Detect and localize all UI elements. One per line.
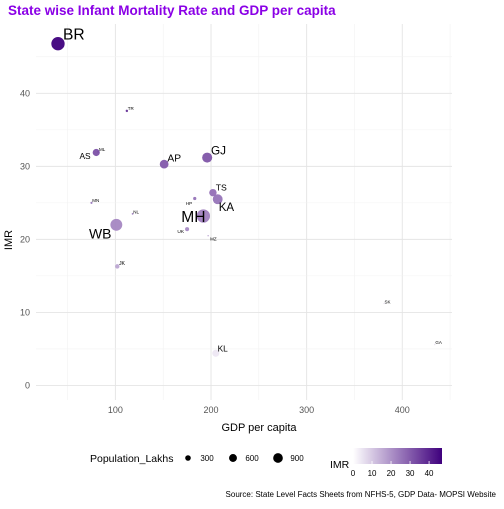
y-tick-label: 40: [20, 88, 30, 98]
size-legend-label: 600: [245, 454, 259, 463]
color-legend-title: IMR: [330, 459, 350, 471]
point-label-uk: UK: [177, 229, 184, 235]
point-label-ap: AP: [167, 154, 181, 165]
point-label-kl: KL: [218, 343, 229, 353]
y-tick-label: 30: [20, 161, 30, 171]
point-label-ga: GA: [435, 340, 442, 345]
point-tr: [125, 109, 129, 113]
point-ka: [212, 194, 223, 205]
size-legend-label: 900: [290, 454, 304, 463]
grid-layer: [36, 24, 452, 400]
x-axis-title: GDP per capita: [221, 422, 297, 434]
x-tick-label: 300: [299, 405, 314, 415]
x-tick-label: 400: [395, 405, 410, 415]
point-label-ts: TS: [216, 182, 227, 192]
point-sk: [383, 303, 385, 305]
color-legend-label: 20: [387, 469, 396, 478]
color-legend-label: 10: [368, 469, 377, 478]
size-legend-title: Population_Lakhs: [90, 453, 173, 465]
point-label-as: AS: [79, 151, 91, 161]
y-tick-label: 20: [20, 234, 30, 244]
tick-layer: 100 200 300 400 0 10 20 30 40: [20, 88, 410, 415]
point-label-ml: ML: [99, 147, 106, 152]
point-label-jk: JK: [119, 261, 126, 267]
point-label-mh: MH: [181, 209, 205, 226]
label-layer: BR TR ML AS AP GJ TS KA HP MN NL MH UK MZ WB JK SK KL GA: [63, 27, 442, 354]
color-legend-bar: [353, 448, 442, 464]
point-nl: [131, 212, 134, 215]
point-ga: [434, 343, 436, 346]
size-legend-label: 300: [200, 454, 214, 463]
point-ts: [209, 188, 217, 197]
size-legend-key: [185, 455, 191, 461]
size-legend-key: [273, 453, 283, 463]
point-ap: [159, 159, 169, 169]
point-mn: [90, 201, 93, 204]
color-legend-label: 40: [425, 469, 434, 478]
point-ml: [97, 150, 100, 153]
point-label-br: BR: [63, 27, 85, 44]
point-label-tr: TR: [128, 106, 135, 111]
point-hp: [193, 196, 197, 201]
y-axis-title: IMR: [3, 230, 15, 250]
point-label-wb: WB: [89, 225, 111, 241]
size-legend-key: [229, 454, 237, 462]
chart-caption: Source: State Level Facts Sheets from NF…: [226, 490, 497, 499]
point-br: [51, 37, 65, 51]
point-label-mn: MN: [92, 198, 99, 203]
point-label-hp: HP: [186, 201, 192, 206]
point-gj: [202, 152, 213, 163]
chart-title: State wise Infant Mortality Rate and GDP…: [8, 3, 336, 18]
color-legend-label: 30: [406, 469, 415, 478]
point-jk: [115, 264, 120, 269]
point-label-nl: NL: [133, 209, 139, 214]
point-label-ka: KA: [219, 202, 235, 214]
point-label-mz: MZ: [210, 237, 217, 242]
y-tick-label: 10: [20, 307, 30, 317]
x-tick-label: 200: [203, 405, 218, 415]
point-layer: [51, 37, 436, 357]
point-uk: [185, 227, 190, 232]
point-wb: [110, 218, 123, 231]
point-label-gj: GJ: [211, 145, 226, 158]
x-tick-label: 100: [108, 405, 123, 415]
color-legend-label: 0: [351, 469, 356, 478]
point-label-sk: SK: [384, 299, 390, 304]
point-kl: [212, 349, 220, 357]
point-mz: [207, 235, 209, 237]
point-mh: [196, 209, 211, 223]
y-tick-label: 0: [25, 380, 30, 390]
